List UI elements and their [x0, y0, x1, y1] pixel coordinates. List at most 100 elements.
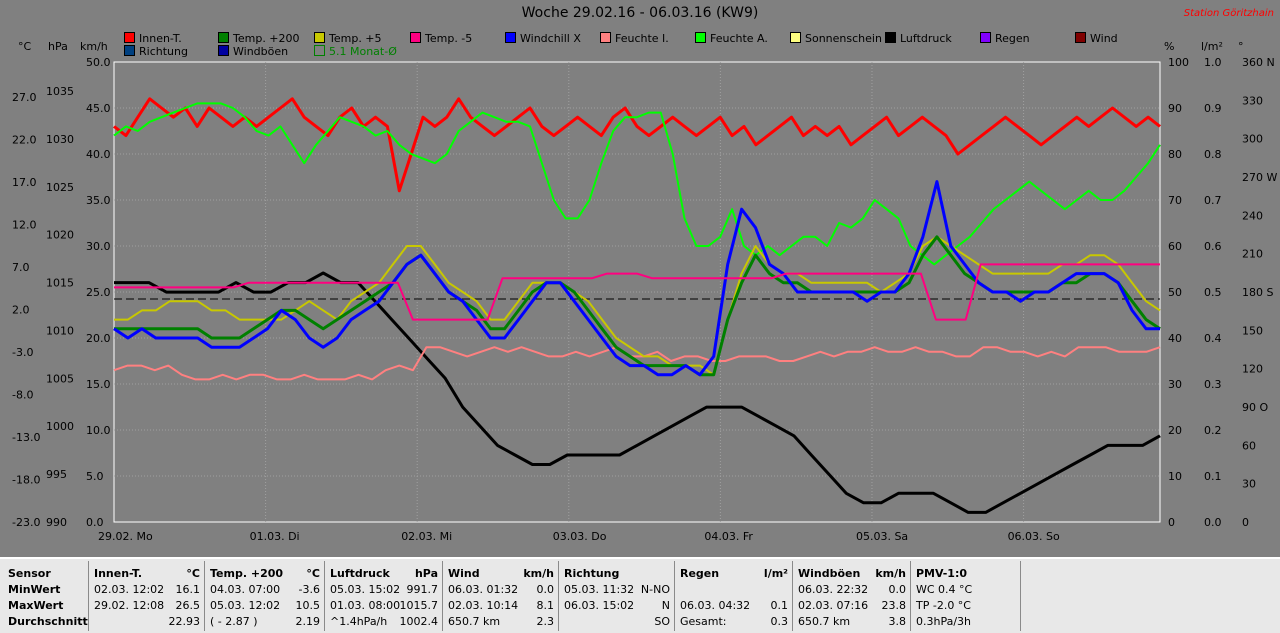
- legend-label: Wind: [1090, 32, 1118, 45]
- stats-regen-header: Regen: [680, 567, 720, 580]
- stats-luftdruck-value-2: 1002.4: [399, 615, 439, 628]
- stats-innen-header: Innen-T.: [94, 567, 143, 580]
- legend-swatch-icon: [410, 32, 421, 43]
- x-label-1: 01.03. Di: [250, 530, 300, 543]
- legend-item-10: Wind: [1075, 32, 1118, 45]
- legend-label: Windchill X: [520, 32, 581, 45]
- legend-swatch-icon: [885, 32, 896, 43]
- legend-item-0: Innen-T.: [124, 32, 182, 45]
- stats-temp200-value-1: 10.5: [295, 599, 321, 612]
- legend-swatch-icon: [314, 32, 325, 43]
- legend-swatch-icon: [1075, 32, 1086, 43]
- tick-lm2-3: 0.7: [1204, 194, 1222, 207]
- tick-lm2-10: 0.0: [1204, 516, 1222, 529]
- stats-luftdruck-value-0: 991.7: [406, 583, 439, 596]
- legend-item-7: Sonnenschein: [790, 32, 882, 45]
- tick-deg-3: 270 W: [1242, 171, 1277, 184]
- tick-percent-6: 40: [1168, 332, 1182, 345]
- stats-richtung-time-0: 05.03. 11:32: [564, 583, 635, 596]
- unit-percent: %: [1164, 40, 1175, 53]
- tick-deg-11: 30: [1242, 478, 1256, 491]
- legend-swatch-icon: [505, 32, 516, 43]
- stats-wind-value-1: 8.1: [536, 599, 555, 612]
- tick-hpa-0: 1035: [46, 85, 74, 98]
- stats-regen: Regen l/m² 06.03. 04:32 0.1 Gesamt: 0.3: [674, 561, 793, 631]
- tick-percent-8: 20: [1168, 424, 1182, 437]
- tick-lm2-9: 0.1: [1204, 470, 1222, 483]
- stats-windboeen-unit: km/h: [875, 567, 906, 580]
- tick-lm2-7: 0.3: [1204, 378, 1222, 391]
- station-name: Station Göritzhain: [1183, 8, 1274, 19]
- stats-luftdruck-time-2: ^1.4hPa/h: [330, 615, 388, 628]
- stats-luftdruck: Luftdruck hPa 05.03. 15:02 991.7 01.03. 08:0…: [324, 561, 443, 631]
- tick-lm2-1: 0.9: [1204, 102, 1222, 115]
- stats-windboeen-header: Windböen: [798, 567, 861, 580]
- stats-richtung-header: Richtung: [564, 567, 620, 580]
- x-axis-labels: 29.02. Mo 01.03. Di 02.03. Mi 03.03. Do 04.0…: [98, 530, 1060, 543]
- stats-luftdruck-value-1: 1015.7: [399, 599, 439, 612]
- stats-innen-time-0: 02.03. 12:02: [94, 583, 165, 596]
- unit-deg: °: [1238, 40, 1244, 53]
- stats-temp200-value-2: 2.19: [295, 615, 321, 628]
- stats-luftdruck-unit: hPa: [414, 567, 438, 580]
- x-label-2: 02.03. Mi: [401, 530, 452, 543]
- tick-kmh-5: 25.0: [86, 286, 111, 299]
- stats-innen-value-0: 16.1: [175, 583, 201, 596]
- tick-kmh-7: 15.0: [86, 378, 111, 391]
- stats-wind-time-2: 650.7 km: [448, 615, 501, 628]
- tick-hpa-2: 1025: [46, 181, 74, 194]
- tick-hpa-6: 1005: [46, 372, 74, 385]
- stats-windboeen-value-0: 0.0: [888, 583, 907, 596]
- stats-temp200-time-2: ( - 2.87 ): [210, 615, 258, 628]
- tick-percent-10: 0: [1168, 516, 1175, 529]
- unit-celsius: °C: [18, 40, 32, 53]
- tick-kmh-1: 45.0: [86, 102, 111, 115]
- tick-celsius-4: 7.0: [12, 261, 30, 274]
- stats-min-label: MinWert: [8, 583, 61, 596]
- tick-kmh-0: 50.0: [86, 56, 111, 69]
- tick-deg-9: 90 O: [1242, 401, 1268, 414]
- tick-celsius-10: -23.0: [12, 516, 40, 529]
- legend-swatch-icon: [218, 32, 229, 43]
- stats-innen-value-1: 26.5: [175, 599, 201, 612]
- legend-label: Temp. +5: [329, 32, 382, 45]
- series-group: [113, 97, 1161, 514]
- tick-lm2-6: 0.4: [1204, 332, 1222, 345]
- legend-label: Richtung: [139, 45, 188, 58]
- legend-swatch-icon: [980, 32, 991, 43]
- tick-celsius-9: -18.0: [12, 474, 40, 487]
- stats-windboeen-time-1: 02.03. 07:16: [798, 599, 869, 612]
- legend-swatch-icon: [124, 45, 135, 56]
- stats-luftdruck-time-0: 05.03. 15:02: [330, 583, 401, 596]
- stats-temp200-unit: °C: [306, 567, 320, 580]
- tick-percent-2: 80: [1168, 148, 1182, 161]
- stats-innen: Innen-T. °C 02.03. 12:02 16.1 29.02. 12:08 26…: [88, 561, 205, 631]
- stats-richtung-value-0: N-NO: [640, 583, 670, 596]
- tick-deg-12: 0: [1242, 516, 1249, 529]
- tick-hpa-9: 990: [46, 516, 67, 529]
- legend-label: Temp. +200: [233, 32, 300, 45]
- tick-hpa-7: 1000: [46, 420, 74, 433]
- stats-regen-value-2: 0.3: [770, 615, 789, 628]
- stats-windboeen: Windböen km/h 06.03. 22:32 0.0 02.03. 07:16 2…: [792, 561, 911, 631]
- legend-swatch-icon: [218, 45, 229, 56]
- tick-celsius-3: 12.0: [12, 219, 37, 232]
- series-temp-5: [114, 263, 1160, 321]
- tick-percent-9: 10: [1168, 470, 1182, 483]
- series-innen-t-: [113, 97, 1161, 193]
- tick-deg-2: 300: [1242, 133, 1263, 146]
- stats-sensor-header: Sensor: [8, 567, 51, 580]
- tick-lm2-5: 0.5: [1204, 286, 1222, 299]
- x-label-4: 04.03. Fr: [704, 530, 753, 543]
- legend-item-6: Feuchte A.: [695, 32, 768, 45]
- tick-hpa-1: 1030: [46, 133, 74, 146]
- tick-celsius-5: 2.0: [12, 304, 30, 317]
- x-label-5: 05.03. Sa: [856, 530, 908, 543]
- tick-deg-1: 330: [1242, 94, 1263, 107]
- tick-kmh-8: 10.0: [86, 424, 111, 437]
- stats-pmv-time-0: WC 0.4 °C: [916, 583, 973, 596]
- legend-item-11: Richtung: [124, 45, 188, 58]
- tick-deg-10: 60: [1242, 439, 1256, 452]
- stats-windboeen-value-1: 23.8: [881, 599, 907, 612]
- grid-lines: [114, 62, 1160, 522]
